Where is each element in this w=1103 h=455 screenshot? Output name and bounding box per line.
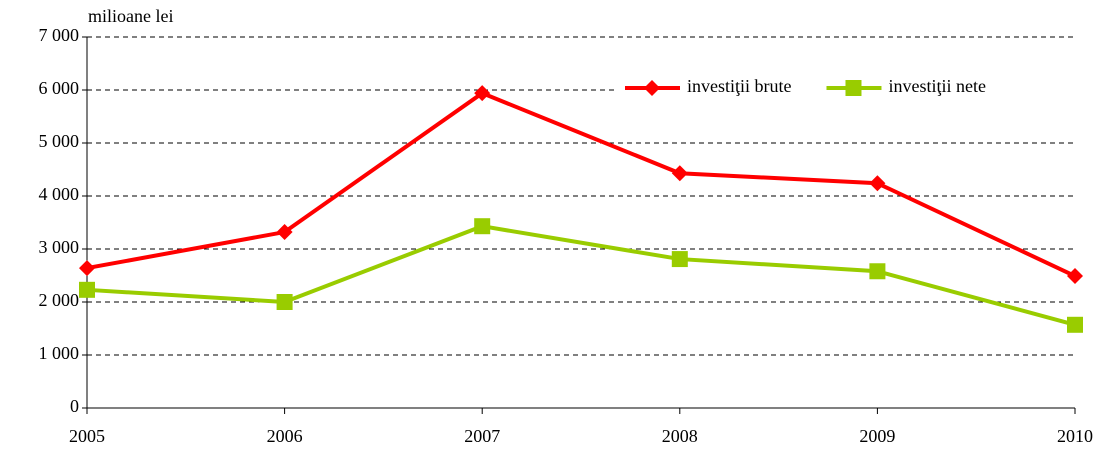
x-tick-label: 2007 bbox=[464, 426, 500, 446]
y-tick-label: 3 000 bbox=[39, 237, 80, 257]
x-tick-label: 2005 bbox=[69, 426, 105, 446]
x-tick-label: 2008 bbox=[662, 426, 698, 446]
data-point bbox=[869, 175, 886, 192]
y-tick-label: 0 bbox=[70, 396, 79, 416]
legend-label: investiţii brute bbox=[687, 76, 791, 96]
data-point bbox=[474, 218, 491, 235]
y-tick-label: 5 000 bbox=[39, 131, 80, 151]
data-point bbox=[671, 251, 688, 268]
data-point bbox=[869, 263, 886, 280]
data-point bbox=[1067, 268, 1083, 285]
legend-label: investiţii nete bbox=[888, 76, 985, 96]
y-tick-label: 6 000 bbox=[39, 78, 80, 98]
x-tick-label: 2006 bbox=[267, 426, 303, 446]
data-point bbox=[276, 294, 293, 310]
y-tick-label: 7 000 bbox=[39, 25, 80, 45]
data-point bbox=[79, 281, 95, 298]
data-point bbox=[79, 260, 95, 277]
x-tick-label: 2010 bbox=[1057, 426, 1093, 446]
y-tick-label: 1 000 bbox=[39, 343, 80, 363]
legend-marker bbox=[644, 80, 660, 96]
data-point bbox=[671, 165, 688, 182]
data-point bbox=[1067, 316, 1083, 333]
x-tick-label: 2009 bbox=[859, 426, 895, 446]
y-tick-label: 4 000 bbox=[39, 184, 80, 204]
data-point bbox=[474, 85, 491, 102]
y-axis-label: milioane lei bbox=[88, 6, 173, 26]
data-point bbox=[276, 224, 293, 241]
series-line bbox=[86, 90, 1076, 278]
y-tick-label: 2 000 bbox=[39, 290, 80, 310]
series-line bbox=[86, 224, 1076, 327]
legend-marker bbox=[845, 80, 862, 96]
